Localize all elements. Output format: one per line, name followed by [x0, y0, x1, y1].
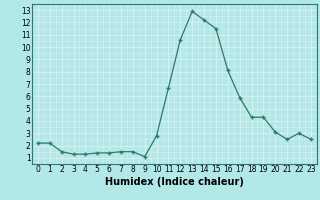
X-axis label: Humidex (Indice chaleur): Humidex (Indice chaleur): [105, 177, 244, 187]
